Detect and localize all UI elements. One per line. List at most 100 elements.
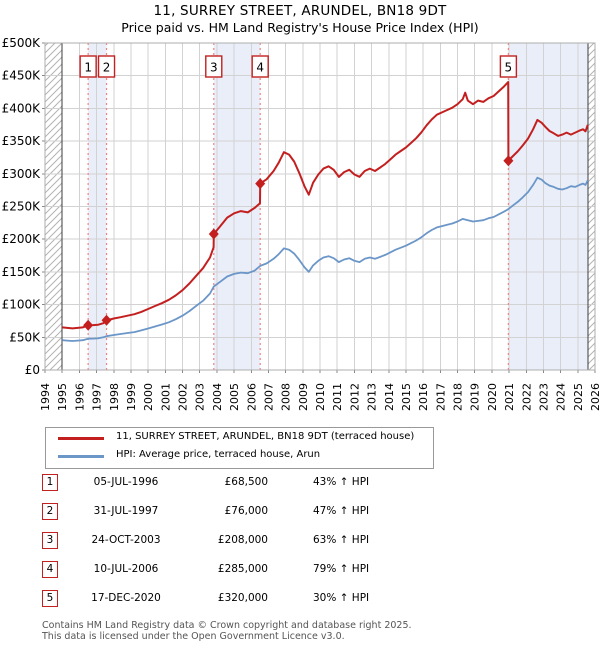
svg-text:£250K: £250K xyxy=(2,200,42,214)
sale-row-3: 3 24-OCT-2003 £208,000 63% ↑ HPI xyxy=(0,532,600,561)
svg-text:2013: 2013 xyxy=(366,383,379,411)
sale-price: £285,000 xyxy=(217,563,268,575)
footer-licence: This data is licensed under the Open Gov… xyxy=(42,631,345,642)
sale-number-box: 3 xyxy=(205,55,223,78)
svg-text:£500K: £500K xyxy=(2,36,42,50)
svg-text:£150K: £150K xyxy=(2,265,42,279)
plot-border xyxy=(44,42,596,371)
sale-number-box: 2 xyxy=(97,55,116,78)
sale-hpi-diff: 79% ↑ HPI xyxy=(313,563,370,575)
svg-text:2012: 2012 xyxy=(348,383,361,411)
svg-text:2023: 2023 xyxy=(537,383,550,411)
footer: Contains HM Land Registry data © Crown c… xyxy=(42,620,412,642)
sale-number-box: 5 xyxy=(499,55,518,78)
series-hpi-line xyxy=(62,176,589,342)
svg-text:1997: 1997 xyxy=(91,383,104,411)
sale-diamond xyxy=(101,314,112,326)
svg-text:5: 5 xyxy=(505,61,513,75)
sale-price: £208,000 xyxy=(217,534,268,546)
svg-text:2009: 2009 xyxy=(297,383,310,411)
sale-diamond xyxy=(208,228,219,240)
svg-text:1998: 1998 xyxy=(108,383,121,411)
svg-text:1999: 1999 xyxy=(125,383,138,411)
sale-row-5: 5 17-DEC-2020 £320,000 30% ↑ HPI xyxy=(0,590,600,619)
svg-text:£0: £0 xyxy=(25,363,40,377)
price-chart: 1 2 3 4 5 £0 £50K £100K £150K £200K £250K £300K £350… xyxy=(2,36,600,411)
chart-legend: 11, SURREY STREET, ARUNDEL, BN18 9DT (te… xyxy=(45,427,434,469)
svg-text:£50K: £50K xyxy=(9,330,41,344)
svg-text:2006: 2006 xyxy=(245,383,258,411)
svg-text:1995: 1995 xyxy=(56,383,69,411)
legend-swatch-property-line xyxy=(58,437,104,440)
svg-text:2011: 2011 xyxy=(331,383,344,411)
page-title: 11, SURREY STREET, ARUNDEL, BN18 9DT xyxy=(153,3,447,19)
svg-text:2001: 2001 xyxy=(159,383,172,411)
svg-text:2017: 2017 xyxy=(434,383,447,411)
svg-text:£400K: £400K xyxy=(2,101,42,115)
legend-label-property: 11, SURREY STREET, ARUNDEL, BN18 9DT (te… xyxy=(116,431,415,442)
grid xyxy=(42,42,596,373)
svg-text:£450K: £450K xyxy=(2,69,42,83)
sale-price: £320,000 xyxy=(217,592,268,604)
sale-number-badge: 2 xyxy=(42,503,58,520)
svg-text:2015: 2015 xyxy=(400,383,413,411)
sale-hpi-diff: 43% ↑ HPI xyxy=(313,476,370,488)
svg-text:2007: 2007 xyxy=(262,383,275,411)
svg-text:2024: 2024 xyxy=(555,383,568,411)
sale-number-box: 1 xyxy=(79,55,97,78)
chart-subtitle: Price paid vs. HM Land Registry's House … xyxy=(121,20,479,35)
sale-diamond xyxy=(255,178,266,190)
svg-text:£300K: £300K xyxy=(2,167,42,181)
svg-text:2005: 2005 xyxy=(228,383,241,411)
svg-text:1994: 1994 xyxy=(39,383,52,411)
svg-text:£200K: £200K xyxy=(2,232,42,246)
sale-hpi-diff: 63% ↑ HPI xyxy=(313,534,370,546)
sale-number-badge: 3 xyxy=(42,532,58,549)
svg-text:2019: 2019 xyxy=(469,383,482,411)
sale-row-4: 4 10-JUL-2006 £285,000 79% ↑ HPI xyxy=(0,561,600,590)
svg-text:2004: 2004 xyxy=(211,383,224,411)
svg-text:2026: 2026 xyxy=(589,383,600,411)
svg-text:2022: 2022 xyxy=(520,383,533,411)
svg-text:2021: 2021 xyxy=(503,383,516,411)
footer-copyright: Contains HM Land Registry data © Crown c… xyxy=(42,620,412,631)
sale-diamond xyxy=(503,155,514,167)
series-property-line xyxy=(62,81,589,330)
sale-date: 31-JUL-1997 xyxy=(93,505,159,517)
svg-text:2: 2 xyxy=(103,61,111,75)
sale-price: £76,000 xyxy=(224,505,268,517)
sale-number-badge: 5 xyxy=(42,590,58,607)
sale-price: £68,500 xyxy=(224,476,268,488)
svg-text:2003: 2003 xyxy=(194,383,207,411)
svg-text:2014: 2014 xyxy=(383,383,396,411)
svg-text:2025: 2025 xyxy=(572,383,585,411)
svg-text:4: 4 xyxy=(256,61,264,75)
legend-swatch-hpi-line xyxy=(58,455,104,458)
svg-text:2000: 2000 xyxy=(142,383,155,411)
svg-text:1996: 1996 xyxy=(73,383,86,411)
svg-text:1: 1 xyxy=(84,61,92,75)
sale-date: 05-JUL-1996 xyxy=(93,476,159,488)
sale-row-1: 1 05-JUL-1996 £68,500 43% ↑ HPI xyxy=(0,474,600,503)
legend-label-hpi: HPI: Average price, terraced house, Arun xyxy=(116,449,321,460)
svg-text:2018: 2018 xyxy=(452,383,465,411)
svg-text:2008: 2008 xyxy=(280,383,293,411)
sale-number-badge: 4 xyxy=(42,561,58,578)
svg-text:2020: 2020 xyxy=(486,383,499,411)
sale-diamond xyxy=(83,319,94,331)
sale-hpi-diff: 30% ↑ HPI xyxy=(313,592,370,604)
sale-hpi-diff: 47% ↑ HPI xyxy=(313,505,370,517)
svg-text:3: 3 xyxy=(210,61,218,75)
svg-text:2002: 2002 xyxy=(177,383,190,411)
sale-date: 17-DEC-2020 xyxy=(91,592,161,604)
x-axis-tick-labels: 1994 1995 1996 1997 1998 1999 2000 2001 2002 2003… xyxy=(39,383,600,411)
svg-text:2010: 2010 xyxy=(314,383,327,411)
sale-date: 24-OCT-2003 xyxy=(91,534,161,546)
svg-text:2016: 2016 xyxy=(417,383,430,411)
y-axis-tick-labels: £0 £50K £100K £150K £200K £250K £300K £350K £400… xyxy=(2,36,42,377)
sale-number-box: 4 xyxy=(251,55,269,78)
svg-text:£350K: £350K xyxy=(2,134,42,148)
sale-row-2: 2 31-JUL-1997 £76,000 47% ↑ HPI xyxy=(0,503,600,532)
sale-date: 10-JUL-2006 xyxy=(93,563,159,575)
svg-text:£100K: £100K xyxy=(2,298,42,312)
